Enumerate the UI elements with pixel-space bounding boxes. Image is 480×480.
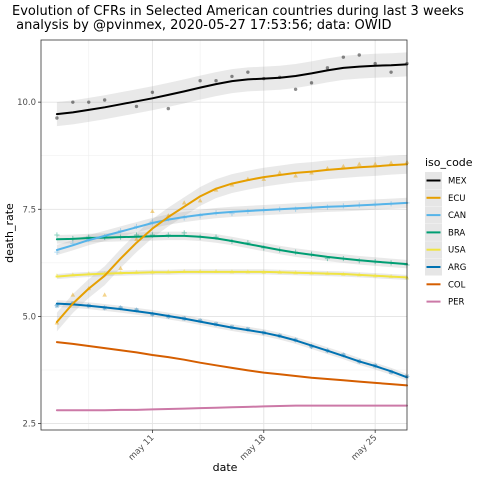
data-point-ecu bbox=[70, 292, 76, 297]
data-point-mex bbox=[357, 53, 361, 57]
data-point-ecu bbox=[150, 208, 155, 214]
series-line-bra bbox=[55, 234, 408, 266]
data-point-ecu bbox=[356, 161, 362, 166]
x-axis-title: date bbox=[213, 461, 238, 474]
data-point-arg bbox=[118, 305, 123, 311]
data-point-ecu bbox=[134, 236, 139, 241]
series-line-arg bbox=[55, 302, 408, 379]
legend-label-col: COL bbox=[448, 280, 466, 290]
plot-area bbox=[40, 39, 410, 431]
data-point-ecu bbox=[181, 200, 187, 205]
data-point-arg bbox=[54, 303, 60, 309]
series-line-usa bbox=[55, 270, 408, 279]
legend-title: iso_code bbox=[425, 156, 473, 169]
data-point-ecu bbox=[293, 173, 298, 178]
data-point-ecu bbox=[277, 170, 282, 175]
legend-label-bra: BRA bbox=[448, 228, 465, 238]
data-point-mex bbox=[246, 70, 250, 74]
data-point-bra bbox=[181, 230, 187, 236]
ci-band-mex bbox=[56, 52, 408, 127]
data-point-mex bbox=[134, 104, 139, 109]
ci-band-ecu bbox=[56, 154, 408, 332]
data-point-mex bbox=[389, 70, 393, 74]
data-point-mex bbox=[373, 61, 377, 66]
y-tick-label: 2.5 bbox=[22, 420, 36, 430]
data-point-mex bbox=[230, 74, 234, 79]
chart-title: Evolution of CFRs in Selected American c… bbox=[12, 4, 464, 19]
legend-label-mex: MEX bbox=[448, 177, 467, 187]
panel-border bbox=[40, 39, 408, 431]
data-point-ecu bbox=[197, 198, 203, 203]
data-point-mex bbox=[55, 116, 59, 120]
data-point-mex bbox=[150, 90, 155, 94]
data-point-mex bbox=[293, 87, 298, 91]
data-point-ecu bbox=[372, 161, 378, 166]
data-point-mex bbox=[198, 79, 202, 83]
series-line-can bbox=[55, 201, 408, 251]
data-point-mex bbox=[309, 81, 314, 85]
legend-label-can: CAN bbox=[448, 211, 466, 221]
data-point-ecu bbox=[118, 265, 123, 271]
series-line-col bbox=[55, 341, 408, 387]
series-line-ecu bbox=[55, 163, 408, 323]
data-point-ecu bbox=[388, 160, 394, 165]
legend-label-arg: ARG bbox=[448, 263, 466, 273]
series-line-per bbox=[55, 404, 408, 412]
legend-label-usa: USA bbox=[448, 246, 466, 256]
data-point-mex bbox=[102, 98, 107, 102]
data-point-arg bbox=[134, 307, 139, 313]
ci-band-arg bbox=[56, 300, 408, 381]
legend-label-per: PER bbox=[448, 298, 464, 308]
data-point-mex bbox=[87, 100, 91, 104]
data-point-mex bbox=[166, 106, 171, 111]
panel-background bbox=[41, 40, 407, 430]
data-point-mex bbox=[214, 79, 218, 83]
chart-subtitle: analysis by @pvinmex, 2020-05-27 17:53:5… bbox=[12, 18, 391, 33]
ci-band-bra bbox=[56, 231, 408, 269]
legend-label-ecu: ECU bbox=[448, 194, 466, 204]
y-tick-label: 7.5 bbox=[22, 205, 36, 215]
y-tick-label: 10.0 bbox=[17, 98, 36, 108]
data-point-ecu bbox=[341, 163, 346, 169]
data-point-ecu bbox=[261, 176, 267, 181]
x-tick-label: may 11 bbox=[127, 433, 157, 463]
data-point-mex bbox=[341, 55, 346, 59]
legend: MEX ECU CAN BRA USA ARG COL PER bbox=[425, 172, 467, 311]
x-tick-label: may 18 bbox=[238, 433, 268, 463]
data-point-ecu bbox=[102, 292, 107, 297]
data-point-mex bbox=[71, 100, 75, 104]
data-point-bra bbox=[54, 232, 60, 238]
y-axis-title: death_rate bbox=[3, 203, 16, 263]
data-point-mex bbox=[325, 66, 330, 70]
x-tick-label: may 25 bbox=[350, 433, 380, 463]
y-tick-label: 5.0 bbox=[22, 312, 36, 322]
ci-band-can bbox=[56, 197, 408, 256]
series-line-mex bbox=[55, 63, 408, 116]
